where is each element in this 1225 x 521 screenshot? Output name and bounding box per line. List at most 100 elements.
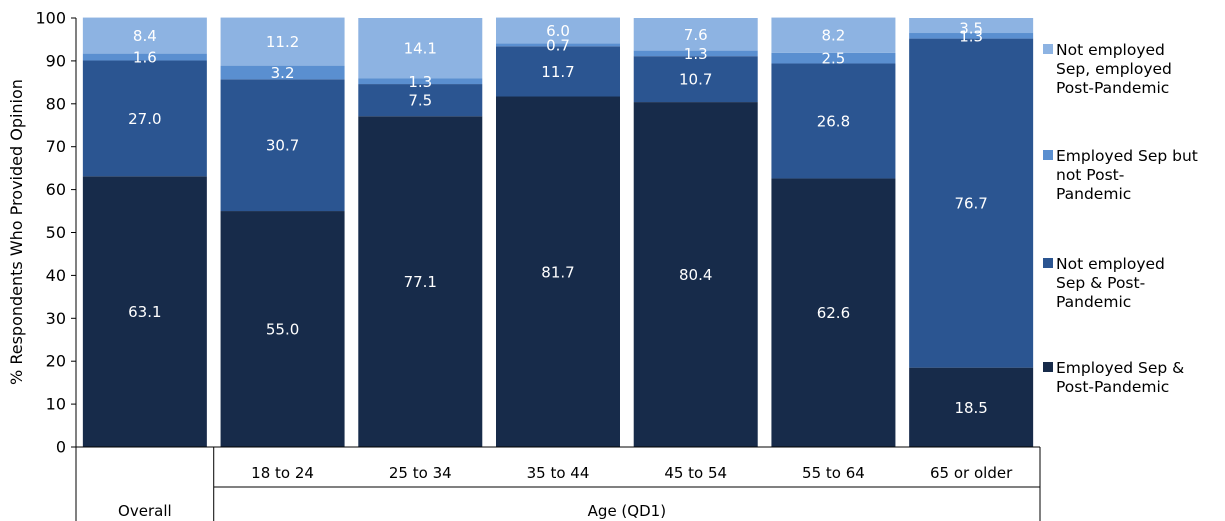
bar-segment: [358, 116, 483, 447]
legend-swatch: [1043, 44, 1053, 54]
bar-segment: [909, 18, 1034, 34]
data-label: 1.3: [408, 73, 432, 91]
legend-swatch: [1043, 258, 1053, 268]
bar-segment: [82, 17, 207, 54]
bar-segment: [220, 79, 345, 212]
bar-segment: [633, 50, 758, 57]
y-tick-label: 90: [46, 51, 66, 70]
y-tick-label: 30: [46, 309, 66, 328]
data-label: 1.6: [133, 49, 157, 67]
legend-label: Employed Sep but not Post-Pandemic: [1056, 147, 1198, 203]
data-label: 1.3: [959, 27, 983, 45]
data-label: 1.3: [684, 45, 708, 63]
x-category-label: Overall: [118, 502, 172, 520]
bar-segment: [496, 17, 620, 44]
legend-item: Employed Sep but not Post-Pandemic: [1043, 147, 1198, 203]
bar-segment: [633, 102, 758, 448]
x-axis: Overall 18 to 24 25 to 34 35 to 44 45 to 54 5…: [75, 446, 1041, 521]
bar-segment: [82, 176, 207, 447]
bar-segment: [496, 96, 620, 448]
y-tick-label: 50: [46, 223, 66, 242]
legend-swatch: [1043, 150, 1053, 160]
data-label: 7.6: [684, 26, 708, 44]
data-label: 11.2: [266, 33, 299, 51]
legend-swatch: [1043, 362, 1053, 372]
bar-segment: [82, 60, 207, 177]
y-axis: 0 10 20 30 40 50 60 70 80 90 100: [35, 9, 77, 457]
bar-segment: [496, 43, 620, 47]
y-tick-label: 0: [56, 438, 66, 457]
data-label: 81.7: [541, 263, 574, 281]
x-category-label: 25 to 34: [389, 464, 452, 482]
data-label: 80.4: [679, 266, 712, 284]
bar-segment: [358, 78, 483, 85]
y-tick-label: 20: [46, 352, 66, 371]
bar-segment: [633, 18, 758, 51]
data-label: 11.7: [541, 63, 574, 81]
bar-segment: [220, 211, 345, 447]
legend-label: Not employed Sep, employed Post-Pandemic: [1056, 41, 1172, 97]
data-label: 8.2: [821, 27, 845, 45]
data-label: 18.5: [954, 399, 987, 417]
bar-group: 81.7 11.7 0.76.0: [496, 17, 620, 448]
data-label: 26.8: [817, 112, 850, 130]
bar-segment: [358, 84, 483, 117]
bar-segment: [909, 38, 1034, 368]
bar-segment: [358, 18, 483, 79]
x-category-label: 45 to 54: [664, 464, 727, 482]
data-label: 8.4: [133, 27, 157, 45]
bar-group: 55.0 30.7 3.2 11.2: [220, 17, 345, 447]
bar-segment: [633, 56, 758, 103]
y-axis-title: % Respondents Who Provided Opinion: [7, 79, 26, 385]
data-label: 55.0: [266, 321, 299, 339]
data-label: 3.2: [271, 64, 295, 82]
bar-group: 77.1 7.51.3 14.1: [358, 18, 483, 447]
data-label: 76.7: [954, 195, 987, 213]
bars: 63.127.01.68.455.030.73.211.277.17.51.31…: [82, 17, 1034, 448]
y-tick-label: 100: [35, 9, 66, 28]
data-label: 2.5: [821, 50, 845, 68]
x-group-label: Age (QD1): [588, 502, 666, 520]
legend-label: Not employed Sep & Post-Pandemic: [1056, 255, 1165, 311]
bar-segment: [771, 63, 896, 179]
y-tick-label: 60: [46, 180, 66, 199]
bar-segment: [220, 17, 345, 66]
bar-segment: [909, 367, 1034, 447]
bar-segment: [496, 46, 620, 97]
legend-item: Not employed Sep, employed Post-Pandemic: [1043, 41, 1172, 97]
y-tick-label: 70: [46, 137, 66, 156]
bar-segment: [82, 53, 207, 61]
data-label: 3.5: [959, 20, 983, 38]
data-label: 10.7: [679, 71, 712, 89]
y-tick-label: 40: [46, 266, 66, 285]
x-category-label: 65 or older: [930, 464, 1013, 482]
legend: Not employed Sep, employed Post-Pandemic Em…: [1043, 41, 1198, 396]
bar-segment: [771, 17, 896, 53]
bar-group: 80.4 10.7 1.37.6: [633, 18, 758, 448]
data-label: 77.1: [404, 273, 437, 291]
bar-segment: [771, 178, 896, 448]
bar-segment: [909, 33, 1034, 39]
data-label: 0.7: [546, 36, 570, 54]
legend-item: Employed Sep & Post-Pandemic: [1043, 359, 1184, 396]
data-label: 7.5: [408, 92, 432, 110]
legend-label: Employed Sep & Post-Pandemic: [1056, 359, 1184, 396]
data-label: 62.6: [817, 304, 850, 322]
x-category-label: 18 to 24: [251, 464, 314, 482]
y-tick-label: 80: [46, 94, 66, 113]
bar-group: 18.5 76.7 1.33.5: [909, 18, 1034, 447]
bar-group: 63.1 27.0 1.6 8.4: [82, 17, 207, 447]
bar-segment: [220, 65, 345, 80]
y-tick-label: 10: [46, 395, 66, 414]
data-label: 27.0: [128, 110, 161, 128]
data-label: 6.0: [546, 22, 570, 40]
x-category-label: 35 to 44: [527, 464, 590, 482]
x-category-label: 55 to 64: [802, 464, 865, 482]
bar-segment: [771, 52, 896, 64]
bar-group: 62.6 26.8 2.5 8.2: [771, 17, 896, 448]
data-label: 14.1: [404, 40, 437, 58]
legend-item: Not employed Sep & Post-Pandemic: [1043, 255, 1165, 311]
data-label: 63.1: [128, 303, 161, 321]
data-label: 30.7: [266, 137, 299, 155]
